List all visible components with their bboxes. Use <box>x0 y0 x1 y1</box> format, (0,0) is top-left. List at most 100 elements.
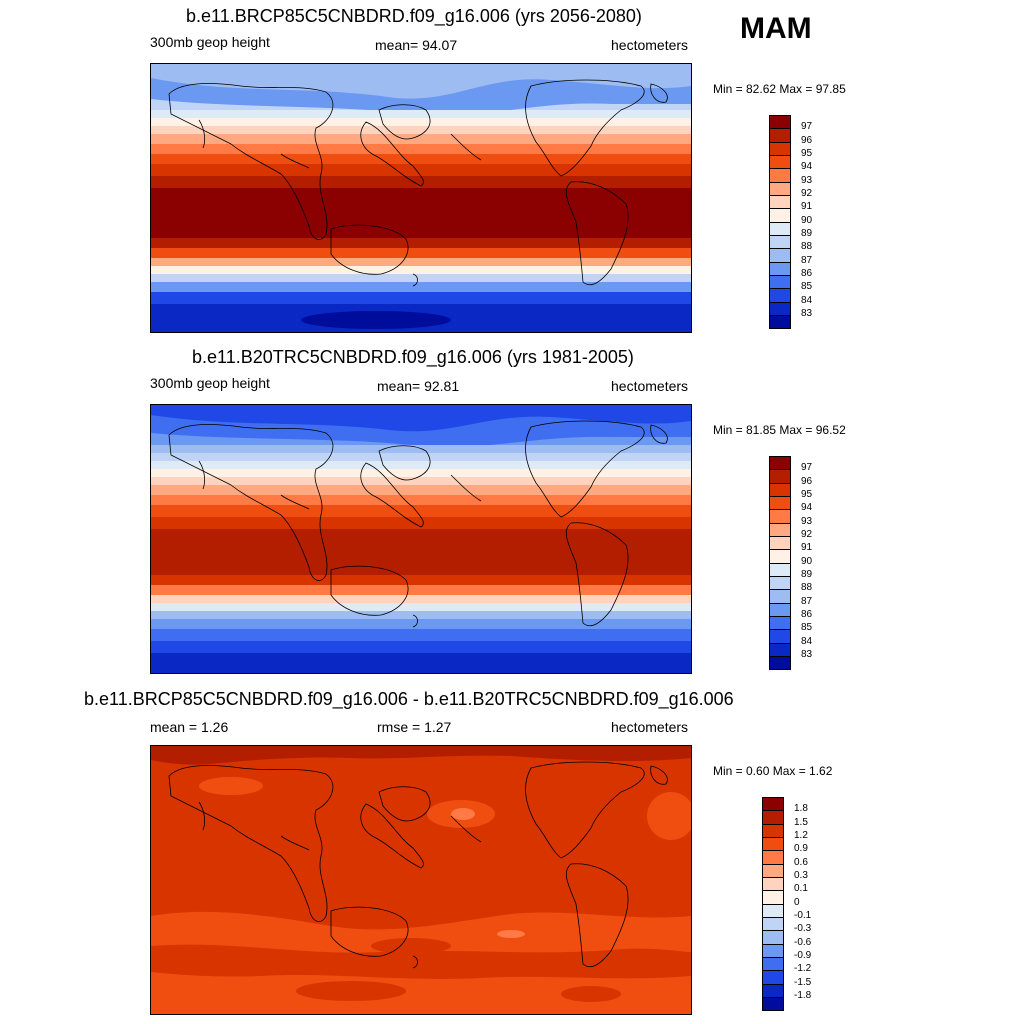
panel-3-map-svg <box>151 746 691 1014</box>
colorbar-swatch <box>762 970 784 985</box>
panel-1-map <box>150 63 692 333</box>
colorbar-tick-label: 0.9 <box>794 843 808 855</box>
colorbar-tick-label: -1.2 <box>794 963 812 975</box>
panel-1-field-label: 300mb geop height <box>150 34 270 50</box>
panel-2-colorbar: 97 96 95 94 93 92 91 90 89 88 87 86 85 84 83 <box>769 456 851 671</box>
colorbar-swatch <box>769 615 791 631</box>
panel-1-units: hectometers <box>611 37 689 53</box>
colorbar-swatch <box>769 562 791 577</box>
colorbar-tick-label: 1.8 <box>794 803 808 815</box>
panel-2-minmax: Min = 81.85 Max = 96.52 <box>713 423 846 437</box>
colorbar-tick-label: 97 <box>801 462 813 474</box>
colorbar-tick-label: 83 <box>801 307 813 319</box>
colorbar-swatch <box>769 194 791 210</box>
colorbar-swatch <box>762 823 784 838</box>
season-label: MAM <box>740 12 812 45</box>
colorbar-tick-label: 86 <box>801 608 813 620</box>
colorbar-swatch <box>769 482 791 497</box>
colorbar-tick-label: -0.9 <box>794 949 812 961</box>
colorbar-swatch <box>762 836 784 852</box>
colorbar-swatch <box>769 128 791 143</box>
colorbar-swatch <box>762 943 784 958</box>
colorbar-swatch <box>769 642 791 657</box>
colorbar-swatch <box>762 903 784 918</box>
panel-1-mean: mean= 94.07 <box>375 37 458 53</box>
panel-1-title: b.e11.BRCP85C5CNBDRD.f09_g16.006 (yrs 20… <box>186 6 642 26</box>
colorbar-tick-label: 92 <box>801 528 813 540</box>
colorbar-tick-label: -0.1 <box>794 909 812 921</box>
colorbar-swatch <box>769 495 791 511</box>
colorbar-swatch <box>769 575 791 591</box>
panel-1-colorbar: 97 96 95 94 93 92 91 90 89 88 87 86 85 84 83 <box>769 115 851 330</box>
colorbar-tick-label: 85 <box>801 281 813 293</box>
colorbar-tick-label: -1.5 <box>794 976 812 988</box>
colorbar-tick-label: 88 <box>801 241 813 253</box>
colorbar-tick-label: 0.3 <box>794 869 808 881</box>
colorbar-tick-label: 95 <box>801 488 813 500</box>
colorbar-tick-label: 0 <box>794 896 800 908</box>
colorbar-swatch <box>769 154 791 170</box>
panel-3-map <box>150 745 692 1015</box>
panel-2-field-label: 300mb geop height <box>150 375 270 391</box>
colorbar-tick-label: 1.2 <box>794 829 808 841</box>
colorbar-tick-label: 89 <box>801 568 813 580</box>
colorbar-tick-label: 84 <box>801 294 813 306</box>
colorbar-swatch <box>769 208 791 223</box>
colorbar-tick-label: 91 <box>801 201 813 213</box>
colorbar-tick-label: 87 <box>801 595 813 607</box>
colorbar-swatch <box>762 863 784 878</box>
colorbar-swatch <box>762 956 784 972</box>
colorbar-swatch <box>769 181 791 196</box>
colorbar-swatch <box>769 549 791 564</box>
colorbar-tick-label: 85 <box>801 622 813 634</box>
panel-2-mean: mean= 92.81 <box>377 378 460 394</box>
colorbar-tick-label: 93 <box>801 515 813 527</box>
colorbar-swatch <box>769 522 791 537</box>
colorbar-tick-label: 86 <box>801 267 813 279</box>
panel-3-colorbar: 1.8 1.5 1.2 0.9 0.6 0.3 0.1 0 -0.1 -0.3 -0.6 -0.9 -1… <box>762 797 844 1012</box>
colorbar-tick-label: 0.1 <box>794 883 808 895</box>
colorbar-swatch <box>762 810 784 825</box>
colorbar-tick-label: -0.3 <box>794 923 812 935</box>
colorbar-swatch <box>769 314 791 330</box>
colorbar-tick-label: 97 <box>801 121 813 133</box>
colorbar-swatch <box>769 456 791 471</box>
panel-2-units: hectometers <box>611 378 689 394</box>
colorbar-swatch <box>769 168 791 183</box>
colorbar-swatch <box>769 602 791 617</box>
colorbar-swatch <box>769 655 791 671</box>
panel-3-minmax: Min = 0.60 Max = 1.62 <box>713 764 833 778</box>
colorbar-swatch <box>762 916 784 932</box>
panel-3-units: hectometers <box>611 719 689 735</box>
panel-1-map-svg <box>151 64 691 332</box>
panel-2-map-svg <box>151 405 691 673</box>
colorbar-tick-label: -0.6 <box>794 936 812 948</box>
colorbar-swatch <box>769 589 791 604</box>
colorbar-tick-label: 96 <box>801 134 813 146</box>
colorbar-tick-label: 90 <box>801 555 813 567</box>
colorbar-swatch <box>769 469 791 484</box>
colorbar-tick-label: 96 <box>801 475 813 487</box>
colorbar-swatch <box>769 509 791 524</box>
colorbar-swatch <box>762 850 784 865</box>
colorbar-swatch <box>769 535 791 551</box>
colorbar-swatch <box>769 301 791 316</box>
colorbar-swatch <box>769 261 791 276</box>
colorbar-swatch <box>762 797 784 812</box>
colorbar-swatch <box>762 890 784 905</box>
colorbar-swatch <box>769 234 791 250</box>
panel-2-title: b.e11.B20TRC5CNBDRD.f09_g16.006 (yrs 198… <box>192 347 634 367</box>
colorbar-swatch <box>762 876 784 892</box>
colorbar-swatch <box>769 288 791 303</box>
colorbar-tick-label: 91 <box>801 542 813 554</box>
colorbar-tick-label: -1.8 <box>794 989 812 1001</box>
colorbar-swatch <box>769 248 791 263</box>
panel-3-mean: mean = 1.26 <box>150 719 229 735</box>
colorbar-tick-label: 93 <box>801 174 813 186</box>
colorbar-tick-label: 95 <box>801 147 813 159</box>
colorbar-swatch <box>762 983 784 998</box>
colorbar-swatch <box>769 221 791 236</box>
colorbar-tick-label: 90 <box>801 214 813 226</box>
colorbar-tick-label: 0.6 <box>794 856 808 868</box>
panel-2-map <box>150 404 692 674</box>
